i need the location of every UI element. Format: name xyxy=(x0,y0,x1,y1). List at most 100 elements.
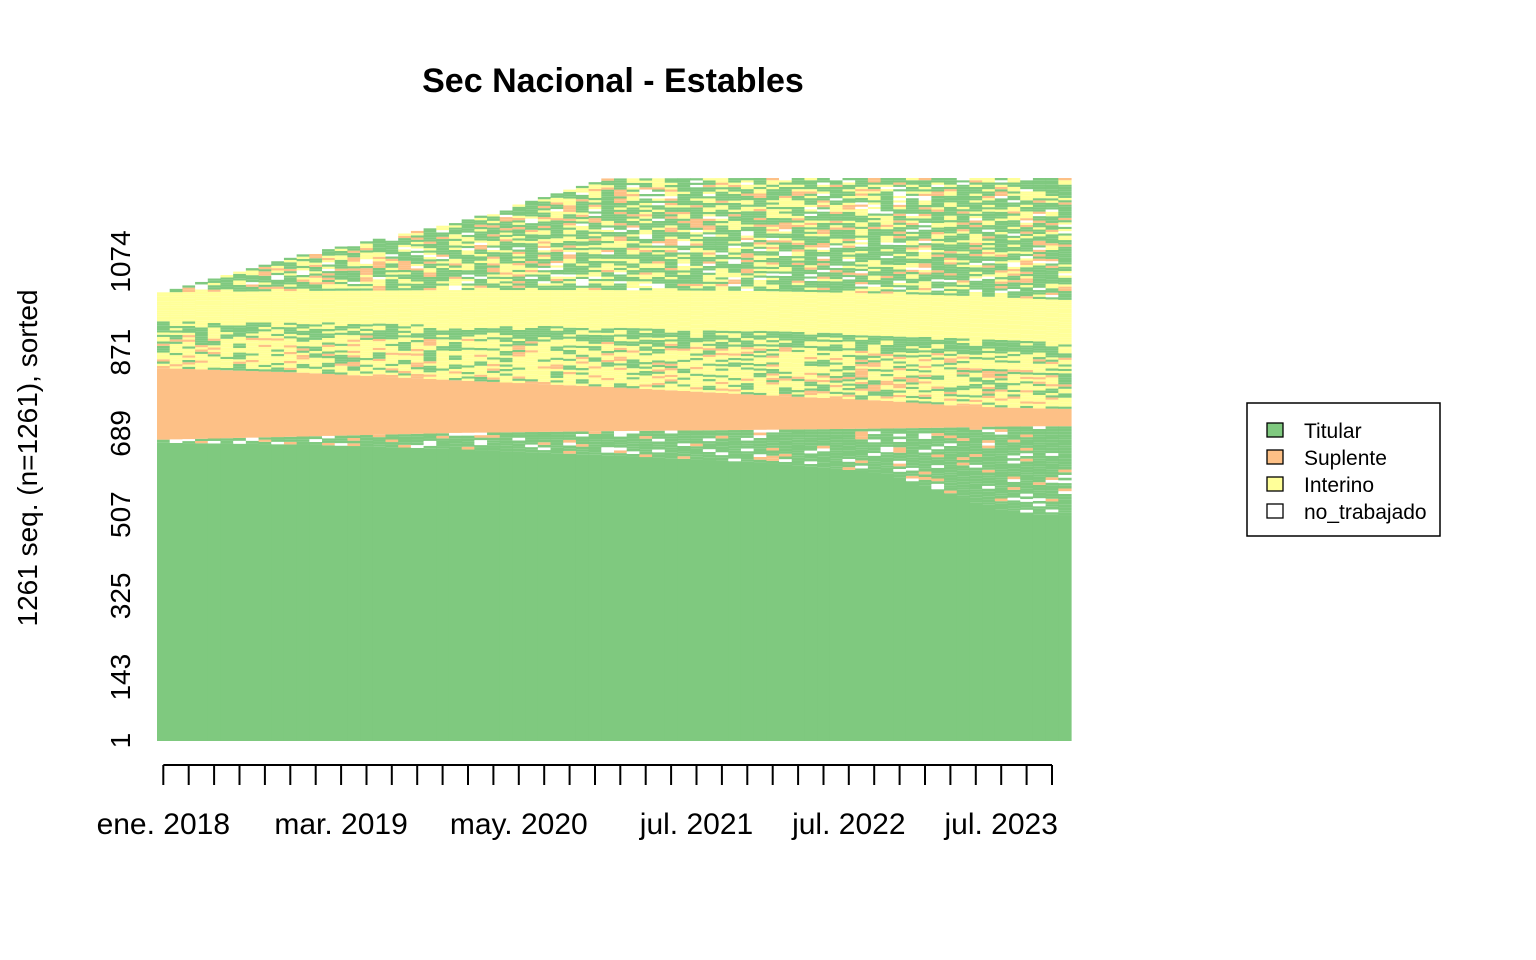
state-segment-interino xyxy=(753,282,767,285)
state-segment-interino xyxy=(512,338,526,341)
state-segment-interino xyxy=(207,320,222,324)
state-segment-interino xyxy=(588,292,602,295)
state-segment-titular xyxy=(601,433,615,437)
state-segment-titular xyxy=(385,263,399,266)
state-segment-interino xyxy=(779,267,793,270)
state-segment-interino xyxy=(829,319,844,322)
state-segment-titular xyxy=(563,216,577,219)
state-segment-titular xyxy=(855,279,869,283)
state-segment-titular xyxy=(283,336,298,339)
state-segment-titular xyxy=(639,339,653,342)
state-segment-titular xyxy=(423,259,437,262)
state-segment-suplente xyxy=(474,244,488,248)
state-segment-interino xyxy=(753,244,767,247)
state-segment-interino xyxy=(690,241,704,244)
state-segment-interino xyxy=(233,341,247,344)
state-segment-titular xyxy=(233,437,247,441)
state-segment-interino xyxy=(474,290,488,293)
state-segment-titular xyxy=(740,342,755,345)
state-segment-interino xyxy=(233,348,247,351)
state-segment-interino xyxy=(207,309,222,312)
state-segment-titular xyxy=(829,455,844,459)
state-segment-interino xyxy=(791,358,806,361)
state-segment-suplente xyxy=(855,273,869,276)
state-segment-interino xyxy=(423,376,437,379)
state-segment-interino xyxy=(601,382,615,385)
state-segment-titular xyxy=(398,341,412,345)
state-segment-interino xyxy=(372,294,387,298)
state-segment-suplente xyxy=(855,359,869,362)
state-segment-suplente xyxy=(436,379,450,434)
state-segment-no_trabajado xyxy=(652,191,666,194)
state-segment-titular xyxy=(740,333,755,336)
state-segment-titular xyxy=(537,221,552,224)
state-segment-titular xyxy=(461,365,475,368)
state-segment-titular xyxy=(715,211,729,215)
state-segment-titular xyxy=(817,260,831,264)
state-segment-interino xyxy=(157,332,171,335)
state-segment-interino xyxy=(652,346,666,350)
state-segment-interino xyxy=(448,283,463,286)
state-segment-suplente xyxy=(817,200,831,203)
state-segment-titular xyxy=(334,264,349,267)
state-segment-suplente xyxy=(817,263,831,266)
state-segment-interino xyxy=(525,290,539,293)
state-segment-suplente xyxy=(563,256,577,259)
state-segment-titular xyxy=(271,281,285,285)
state-segment-interino xyxy=(271,365,285,368)
state-segment-suplente xyxy=(347,375,361,436)
state-segment-titular xyxy=(728,193,742,197)
state-segment-titular xyxy=(728,198,742,201)
state-segment-interino xyxy=(385,290,399,293)
state-segment-interino xyxy=(753,333,767,336)
state-segment-titular xyxy=(575,446,590,450)
state-segment-interino xyxy=(855,224,869,227)
state-segment-titular xyxy=(804,431,818,435)
state-segment-interino xyxy=(817,370,831,374)
state-segment-titular xyxy=(766,460,780,464)
state-segment-titular xyxy=(512,329,526,333)
state-segment-titular xyxy=(639,348,653,351)
state-segment-titular xyxy=(512,213,526,216)
state-segment-suplente xyxy=(842,272,856,275)
state-segment-titular xyxy=(677,330,691,333)
state-segment-titular xyxy=(512,283,526,286)
state-segment-titular xyxy=(728,456,742,459)
state-segment-suplente xyxy=(309,253,323,257)
state-segment-interino xyxy=(448,258,463,262)
state-segment-interino xyxy=(652,209,666,212)
state-segment-interino xyxy=(474,368,488,371)
state-segment-titular xyxy=(753,440,767,444)
state-segment-titular xyxy=(614,254,628,257)
state-segment-interino xyxy=(779,311,793,314)
state-segment-interino xyxy=(436,375,450,378)
state-segment-titular xyxy=(309,348,323,352)
state-segment-titular xyxy=(867,257,882,261)
state-segment-titular xyxy=(436,330,450,333)
state-segment-no_trabajado xyxy=(880,446,894,450)
state-segment-interino xyxy=(817,330,831,333)
state-segment-interino xyxy=(258,349,272,352)
state-segment-titular xyxy=(563,227,577,230)
state-segment-titular xyxy=(436,446,450,449)
state-segment-interino xyxy=(220,318,234,321)
state-segment-interino xyxy=(842,343,856,346)
state-segment-titular xyxy=(804,345,818,349)
state-segment-titular xyxy=(525,330,539,333)
state-segment-interino xyxy=(410,342,425,345)
state-segment-titular xyxy=(588,254,602,257)
state-segment-interino xyxy=(842,256,856,260)
state-segment-interino xyxy=(271,340,285,343)
state-segment-suplente xyxy=(537,225,552,229)
state-segment-titular xyxy=(842,274,856,278)
state-segment-interino xyxy=(499,250,514,253)
state-segment-interino xyxy=(575,239,590,242)
state-segment-interino xyxy=(880,235,894,239)
state-segment-titular xyxy=(715,245,729,248)
state-segment-titular xyxy=(779,451,793,454)
state-segment-interino xyxy=(880,327,894,330)
state-segment-titular xyxy=(740,451,755,454)
state-segment-interino xyxy=(195,300,209,303)
state-segment-titular xyxy=(766,463,780,741)
state-segment-titular xyxy=(740,432,755,436)
